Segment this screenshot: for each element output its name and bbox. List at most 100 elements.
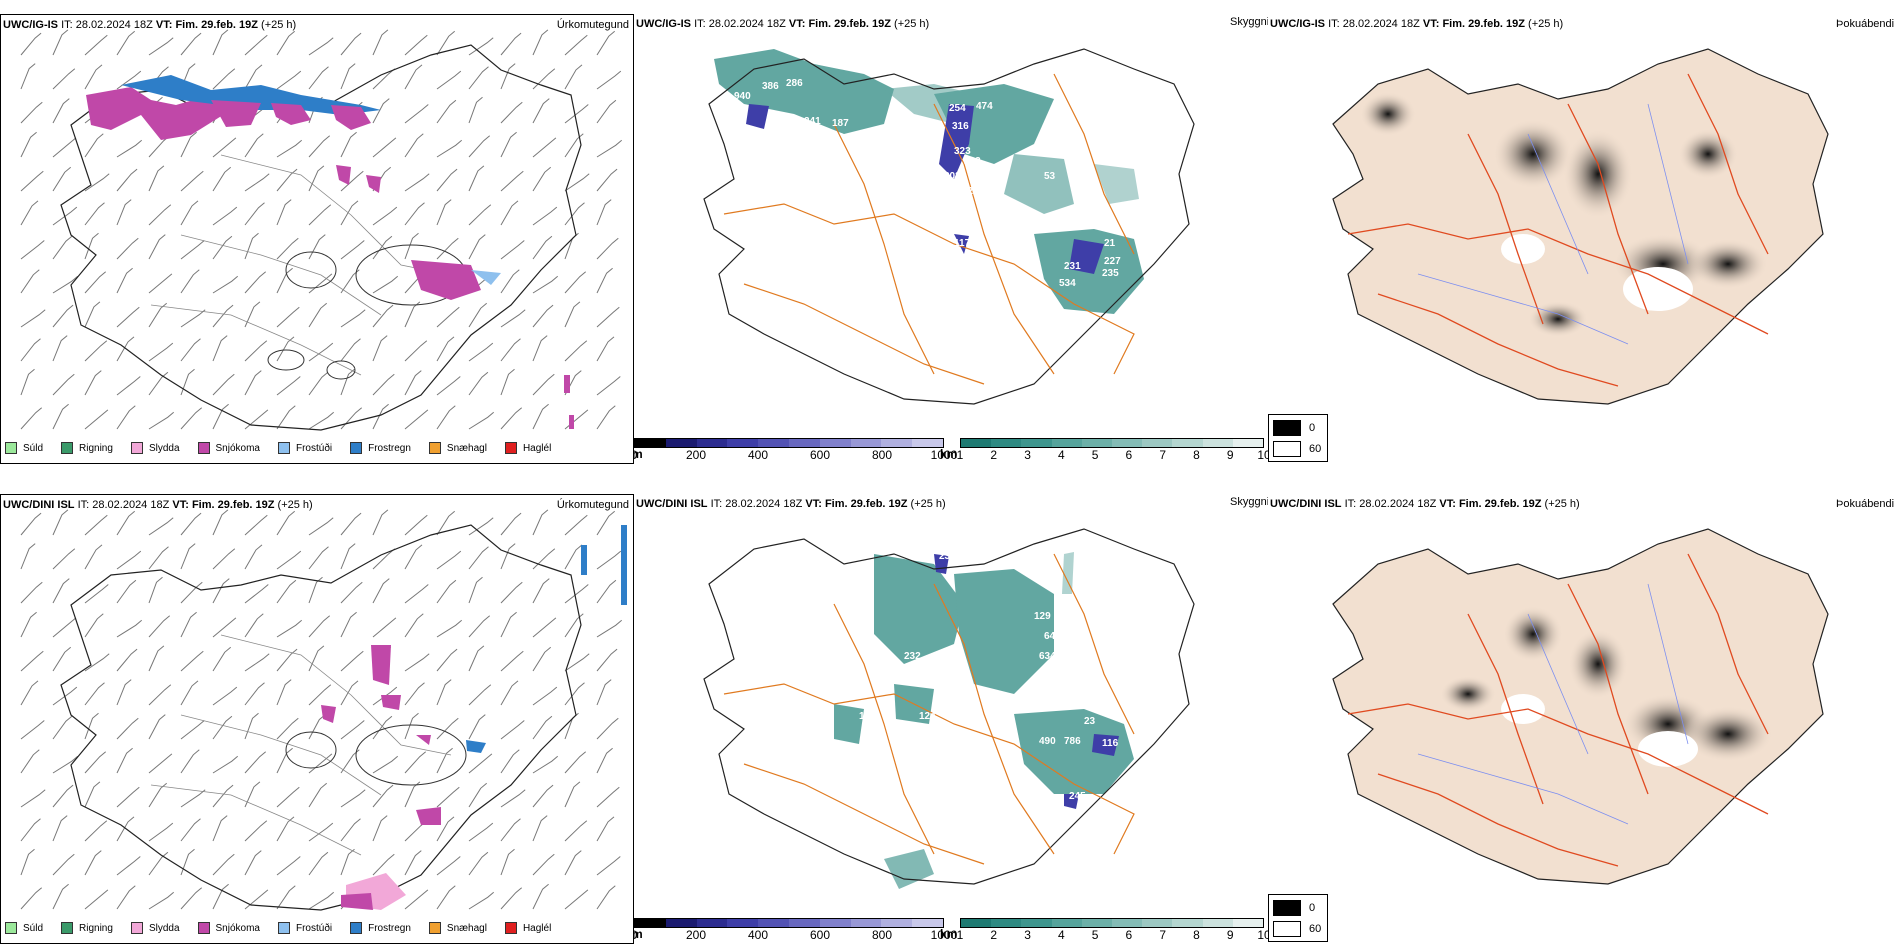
wind-barb xyxy=(116,30,136,56)
wind-barb xyxy=(404,850,422,876)
wind-barb xyxy=(308,517,334,536)
wind-barb xyxy=(436,717,459,740)
wind-barb xyxy=(52,617,77,638)
colorbar-tick-label: 5 xyxy=(1091,928,1099,942)
wind-barb xyxy=(532,815,548,842)
wind-barb xyxy=(84,712,99,740)
wind-barb xyxy=(244,34,268,56)
wind-barb xyxy=(276,376,301,396)
wind-barb xyxy=(308,576,323,604)
colorbar-segment xyxy=(819,439,851,447)
colorbar-tick-label: 1 xyxy=(956,928,964,942)
wind-barb xyxy=(244,584,269,604)
wind-barb xyxy=(84,370,102,396)
wind-barb xyxy=(468,342,494,362)
wind-barb xyxy=(244,64,263,90)
colorbar-segment xyxy=(665,439,697,447)
wind-barb xyxy=(20,650,44,672)
wind-barb xyxy=(116,648,138,672)
wind-barb xyxy=(116,717,139,740)
colorbar-tick-label: 600 xyxy=(809,928,831,942)
panel-product-label: Þokuábendi xyxy=(1836,498,1895,510)
colorbar-segment xyxy=(881,919,913,927)
fog-map-top xyxy=(1332,48,1829,405)
wind-barb xyxy=(372,403,389,430)
wind-barb xyxy=(212,509,229,536)
wind-barb xyxy=(372,853,395,876)
wind-barb xyxy=(308,165,325,192)
panel-product-label: Úrkomutegund xyxy=(556,499,629,511)
wind-barb xyxy=(468,753,493,774)
legend-item-rain: Rigning xyxy=(61,442,113,454)
wind-barb xyxy=(148,891,175,910)
wind-barb xyxy=(404,781,421,808)
wind-barb xyxy=(180,240,205,260)
wind-barb xyxy=(116,306,140,328)
visibility-map-bottom: 236 232 129 640 634 119 124 490 786 116 23 245 xyxy=(703,528,1195,889)
wind-barb xyxy=(308,204,332,226)
wind-barb xyxy=(52,686,78,706)
visibility-value-label: 316 xyxy=(952,121,969,132)
wind-barb xyxy=(436,306,460,328)
colorbar-segment xyxy=(1051,919,1082,927)
wind-barb xyxy=(84,820,108,842)
colorbar-segment xyxy=(1232,439,1264,447)
wind-barb xyxy=(436,679,452,706)
wind-barb xyxy=(436,336,455,362)
visibility-value-label: 245 xyxy=(1069,791,1086,802)
visibility-panel-bottom: UWC/DINI ISL IT: 28.02.2024 18Z VT: Fim.… xyxy=(634,494,1268,944)
iceland-land xyxy=(1332,528,1829,885)
wind-barb xyxy=(244,781,261,808)
wind-barb xyxy=(148,822,174,842)
wind-barb xyxy=(244,271,267,294)
wind-barb xyxy=(500,720,525,740)
wind-barb xyxy=(500,407,523,430)
colorbar-segment xyxy=(961,439,992,447)
wind-barb xyxy=(564,232,579,260)
wind-barb xyxy=(148,165,165,192)
wind-barb xyxy=(372,235,393,260)
wind-barb xyxy=(180,611,197,638)
wind-barb xyxy=(596,579,617,604)
wind-barb xyxy=(532,304,554,328)
wind-barb xyxy=(148,645,165,672)
wind-barb xyxy=(148,204,172,226)
colorbar-segment xyxy=(1202,439,1233,447)
wind-barb xyxy=(500,818,521,842)
wind-barb xyxy=(404,889,429,910)
wind-barb xyxy=(372,304,394,328)
wind-barb xyxy=(532,137,557,158)
wind-barb xyxy=(244,751,267,774)
wind-barb xyxy=(468,234,486,260)
colorbar-segment xyxy=(1081,439,1113,447)
wind-barb xyxy=(372,815,388,842)
iceland-outline xyxy=(703,528,1195,885)
wind-barb xyxy=(340,749,360,774)
wind-barb xyxy=(500,368,515,396)
wind-barb xyxy=(500,848,515,876)
wind-barb xyxy=(532,98,550,124)
wind-barb xyxy=(148,782,168,808)
wind-barb xyxy=(244,133,264,158)
wind-barb xyxy=(212,235,233,260)
fog-indicator-panel-top: UWC/IG-IS IT: 28.02.2024 18Z VT: Fim. 29… xyxy=(1268,14,1900,464)
wind-barb xyxy=(212,275,239,294)
wind-barb xyxy=(308,851,329,876)
wind-barb xyxy=(84,751,107,774)
wind-barb xyxy=(468,66,489,90)
colorbar-tick-label: 7 xyxy=(1159,448,1166,462)
wind-barb xyxy=(436,168,458,192)
wind-barb xyxy=(308,645,325,672)
wind-barb xyxy=(148,302,168,328)
legend-item-rain: Rigning xyxy=(61,922,113,934)
wind-barb xyxy=(212,815,228,842)
wind-barb xyxy=(436,139,463,158)
wind-barb xyxy=(564,301,581,328)
wind-barb xyxy=(20,309,46,328)
wind-barb xyxy=(596,336,615,362)
wind-barb xyxy=(180,32,202,56)
wind-barb xyxy=(340,680,359,706)
wind-barb xyxy=(468,302,488,328)
colorbar-tick-label: 0 xyxy=(634,928,637,942)
wind-barb xyxy=(564,781,581,808)
